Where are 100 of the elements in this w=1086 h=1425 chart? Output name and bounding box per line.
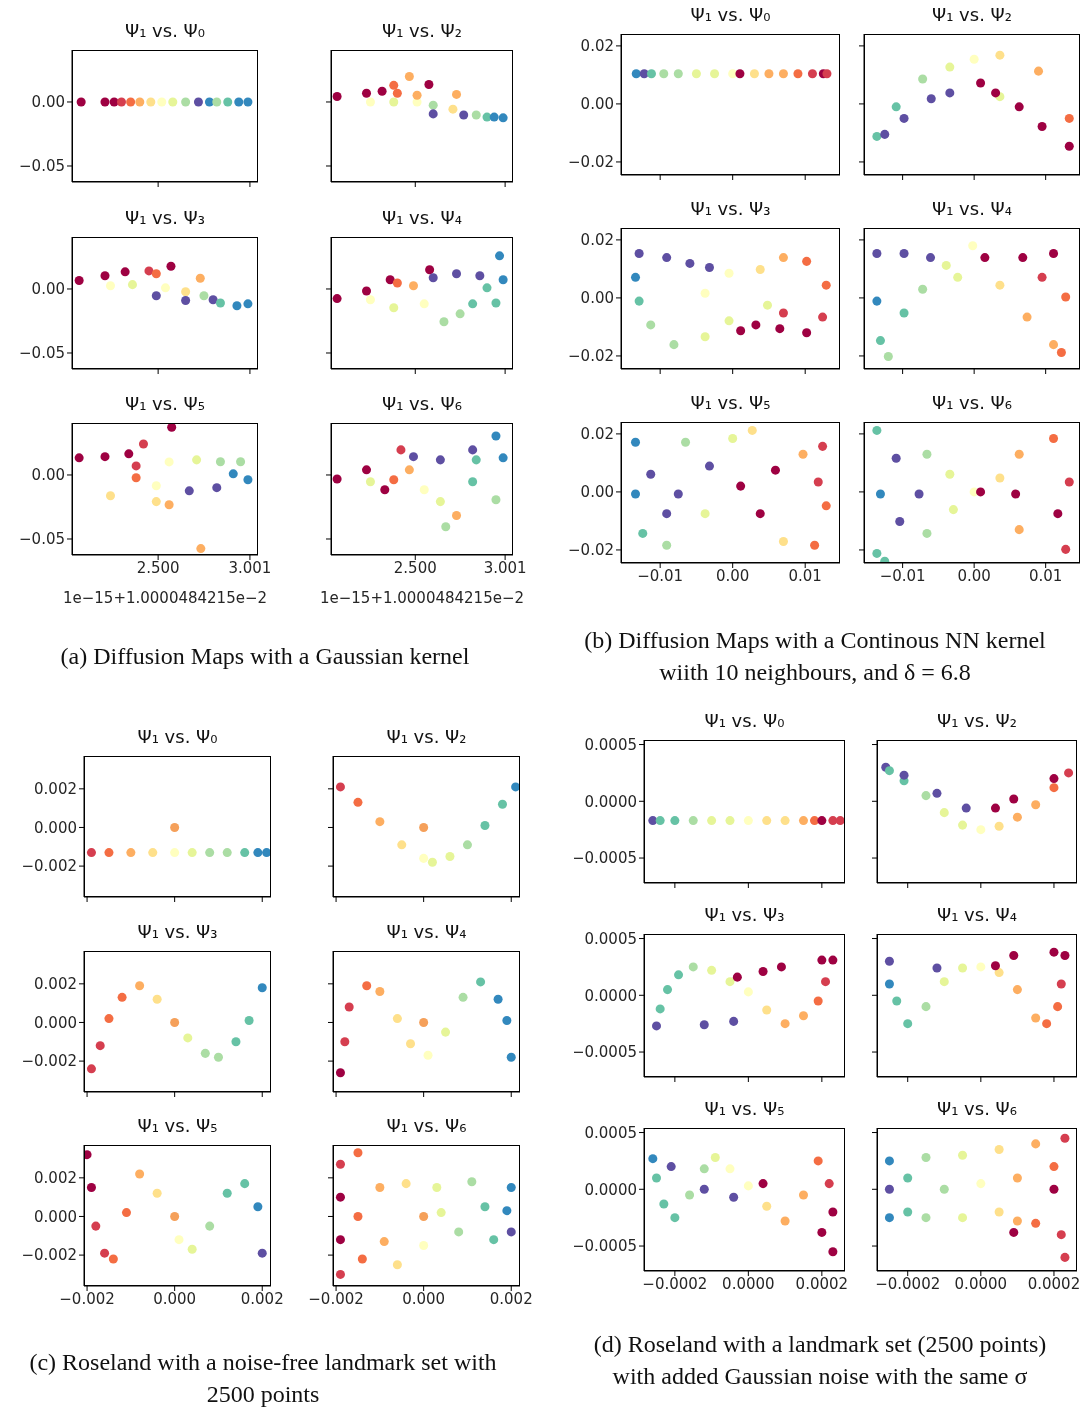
point <box>419 853 429 863</box>
point <box>958 820 968 830</box>
x-tick-label: 0.000 <box>153 1289 197 1308</box>
point <box>385 275 395 285</box>
point <box>922 449 932 459</box>
chart-title: Ψ₁ vs. Ψ₀ <box>136 726 219 747</box>
point <box>1031 1218 1041 1228</box>
point <box>776 962 786 972</box>
point <box>662 253 672 263</box>
point <box>646 320 656 330</box>
point <box>380 485 390 495</box>
point <box>475 271 485 281</box>
point <box>990 961 1000 971</box>
x-tick-label: −0.002 <box>308 1289 364 1308</box>
point <box>932 963 942 973</box>
y-tick-label: 0.000 <box>34 1013 77 1032</box>
point <box>213 1052 223 1062</box>
point <box>729 1016 739 1026</box>
chart-title: Ψ₁ vs. Ψ₀ <box>124 20 206 41</box>
point <box>335 1235 345 1245</box>
point <box>205 1221 215 1231</box>
point <box>995 50 1005 60</box>
point <box>491 431 501 441</box>
x-axis-title: 1e−15+1.0000484215e−2 <box>62 589 268 607</box>
point <box>458 992 468 1002</box>
point <box>1056 979 1066 989</box>
point <box>200 1048 210 1058</box>
point <box>144 266 154 276</box>
point <box>454 1227 464 1237</box>
point <box>127 280 137 290</box>
chart-title: Ψ₁ vs. Ψ₂ <box>931 4 1013 25</box>
point <box>899 249 909 259</box>
y-tick-label: 0.00 <box>580 95 614 114</box>
point <box>491 495 501 505</box>
point <box>170 1017 180 1027</box>
point <box>1037 122 1047 132</box>
point <box>212 483 222 493</box>
point <box>884 956 894 966</box>
x-tick-label: 0.0000 <box>722 1274 775 1293</box>
point <box>131 461 141 471</box>
point <box>361 88 372 98</box>
point <box>1012 985 1022 995</box>
chart-title: Ψ₁ vs. Ψ₄ <box>381 207 463 228</box>
point <box>151 269 161 279</box>
y-tick-label: −0.02 <box>568 347 614 366</box>
point <box>630 272 641 282</box>
x-tick-label: 0.01 <box>788 566 822 585</box>
chart-title: Ψ₁ vs. Ψ₄ <box>936 904 1018 925</box>
point <box>489 112 499 122</box>
x-tick-label: −0.01 <box>879 566 926 585</box>
point <box>1056 347 1066 357</box>
point <box>468 477 478 487</box>
y-tick-label: −0.0005 <box>571 1043 637 1062</box>
point <box>181 287 191 297</box>
point <box>435 497 445 507</box>
point <box>1012 812 1022 822</box>
point <box>243 475 253 485</box>
point <box>1012 1173 1022 1183</box>
point <box>332 474 342 484</box>
point <box>419 1240 429 1250</box>
point <box>976 962 986 972</box>
x-tick-label: 0.000 <box>402 1289 446 1308</box>
point <box>802 328 812 338</box>
point <box>215 298 225 308</box>
point <box>482 283 492 293</box>
point <box>899 770 909 780</box>
point <box>375 987 385 997</box>
chart-title: Ψ₁ vs. Ψ₄ <box>385 921 468 942</box>
point <box>95 1041 105 1051</box>
point <box>880 129 890 139</box>
point <box>491 298 501 308</box>
y-tick-label: −0.05 <box>19 530 65 549</box>
point <box>480 1202 490 1212</box>
y-tick-label: −0.002 <box>21 857 77 876</box>
y-tick-label: 0.000 <box>34 1207 77 1226</box>
chart-title: Ψ₁ vs. Ψ₃ <box>124 207 206 228</box>
point <box>392 1260 402 1270</box>
point <box>375 1182 385 1192</box>
point <box>732 972 742 982</box>
y-tick-label: 0.0005 <box>584 1123 637 1142</box>
point <box>1060 1252 1070 1262</box>
point <box>375 817 385 827</box>
point <box>100 271 110 281</box>
point <box>121 1208 131 1218</box>
point <box>404 465 414 475</box>
point <box>183 1033 193 1043</box>
point <box>736 481 746 491</box>
x-tick-label: 0.002 <box>489 1289 533 1308</box>
point <box>377 86 387 96</box>
y-tick-label: 0.000 <box>34 818 77 837</box>
point <box>884 1156 894 1166</box>
point <box>707 965 717 975</box>
point <box>353 1211 363 1221</box>
chart-title: Ψ₁ vs. Ψ₆ <box>381 393 463 414</box>
point <box>729 1192 739 1202</box>
point <box>995 280 1005 290</box>
point <box>651 1173 662 1183</box>
point <box>332 294 342 304</box>
point <box>497 799 507 809</box>
point <box>638 528 648 538</box>
